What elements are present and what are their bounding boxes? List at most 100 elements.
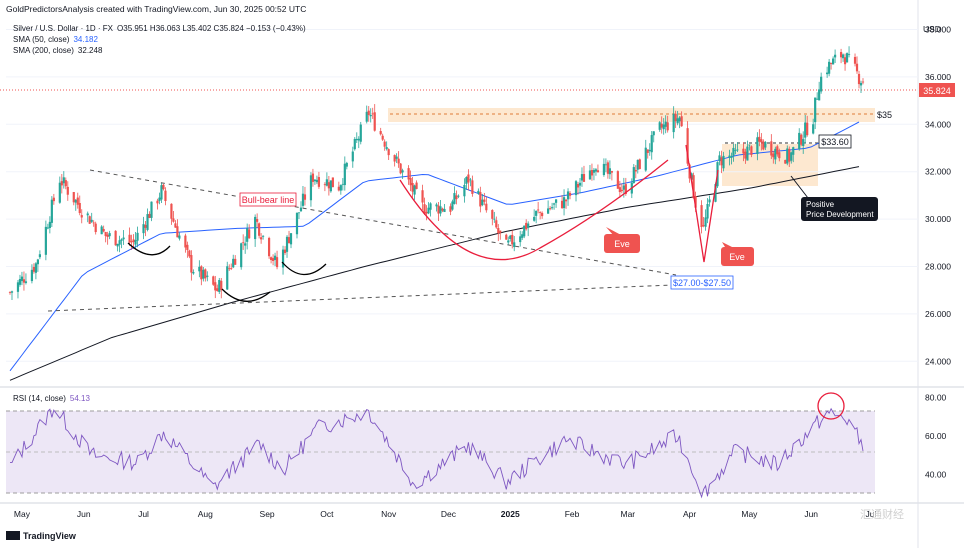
candle <box>379 131 382 135</box>
x-tick: Nov <box>381 509 397 519</box>
candle <box>427 207 430 214</box>
candle <box>762 141 765 150</box>
candle <box>812 124 815 134</box>
x-tick: Sep <box>260 509 275 519</box>
price-tick: 30.000 <box>925 214 951 224</box>
eve-arc <box>399 159 669 261</box>
candle <box>230 268 233 270</box>
candle <box>315 179 319 183</box>
candle <box>497 227 500 234</box>
candle <box>204 269 207 279</box>
candle <box>636 159 639 170</box>
candle <box>106 234 109 237</box>
candle <box>648 149 651 152</box>
candle <box>160 185 163 200</box>
candle <box>533 216 536 221</box>
candle <box>594 169 598 172</box>
candle <box>748 144 751 146</box>
candle <box>604 164 608 166</box>
candle <box>521 234 524 238</box>
candle <box>610 171 613 173</box>
candle <box>453 193 456 204</box>
candle <box>792 147 795 155</box>
tradingview-logo[interactable]: TradingView <box>6 531 77 541</box>
candle <box>393 155 396 162</box>
candle <box>86 213 89 216</box>
rsi-legend: RSI (14, close) 54.13 <box>13 394 90 403</box>
candle <box>287 237 291 244</box>
candle <box>678 117 681 122</box>
candle <box>216 288 219 292</box>
candle <box>10 291 14 293</box>
candle <box>481 199 484 206</box>
candle <box>732 147 735 156</box>
candle <box>232 258 235 268</box>
candle <box>52 197 55 202</box>
candle <box>549 208 552 210</box>
candle <box>357 138 360 141</box>
candle <box>413 185 416 195</box>
candle <box>118 240 121 245</box>
candle <box>244 243 247 246</box>
sma50-legend: SMA (50, close) 34.182 <box>13 35 98 44</box>
candle <box>443 208 446 213</box>
candle <box>562 197 566 209</box>
last-price-badge <box>919 83 955 97</box>
candle <box>706 203 709 219</box>
price-tick: 24.000 <box>925 356 951 366</box>
arc-bottom-2 <box>221 288 271 302</box>
candle <box>839 52 843 58</box>
candle <box>122 237 125 240</box>
candle <box>30 269 34 282</box>
candle <box>853 56 857 64</box>
candle <box>220 280 223 291</box>
arc-bottom-3 <box>281 261 327 276</box>
candle <box>295 212 299 235</box>
candle <box>806 122 809 136</box>
time-axis[interactable]: May Jun Jul Aug Sep Oct Nov Dec 2025 Feb Mar Apr May… <box>14 509 877 519</box>
currency-label: USD <box>923 24 941 34</box>
candle <box>826 72 829 75</box>
positive-line2: Price Development <box>806 210 874 219</box>
candle <box>228 268 231 270</box>
candle <box>820 76 823 92</box>
candle <box>271 258 275 261</box>
candle <box>674 113 677 122</box>
candle <box>790 152 793 161</box>
candle <box>847 54 851 55</box>
candle <box>552 203 556 205</box>
rsi-axis[interactable]: 80.00 60.00 40.00 <box>925 393 947 480</box>
x-tick: May <box>14 509 31 519</box>
symbol-ohlc: Silver / U.S. Dollar · 1D · FX O35.951 H3… <box>13 24 306 33</box>
candle <box>395 156 398 159</box>
candle <box>108 233 111 237</box>
candle <box>8 292 12 294</box>
candle <box>407 168 410 180</box>
candle <box>325 179 328 186</box>
candle <box>289 233 293 245</box>
candle <box>700 205 703 228</box>
positive-callout <box>801 197 878 221</box>
candle <box>44 226 47 255</box>
candle <box>841 54 845 59</box>
price-axis[interactable]: 38.000 36.000 34.000 32.000 30.000 28.000 26.0… <box>925 24 951 366</box>
candle <box>646 149 649 153</box>
candle <box>337 186 340 191</box>
candle <box>365 111 368 122</box>
eve2-box <box>721 247 754 266</box>
x-tick: Aug <box>198 509 213 519</box>
candle <box>16 282 20 292</box>
bull-bear-label: Bull-bear line <box>242 195 295 205</box>
candle <box>156 200 159 204</box>
candle <box>281 249 285 268</box>
candle <box>92 222 95 224</box>
candle <box>855 63 859 72</box>
candle <box>136 232 139 241</box>
candle <box>491 210 494 219</box>
candle <box>212 276 215 285</box>
candle <box>162 184 165 190</box>
candle <box>88 216 91 224</box>
candle <box>664 121 667 127</box>
